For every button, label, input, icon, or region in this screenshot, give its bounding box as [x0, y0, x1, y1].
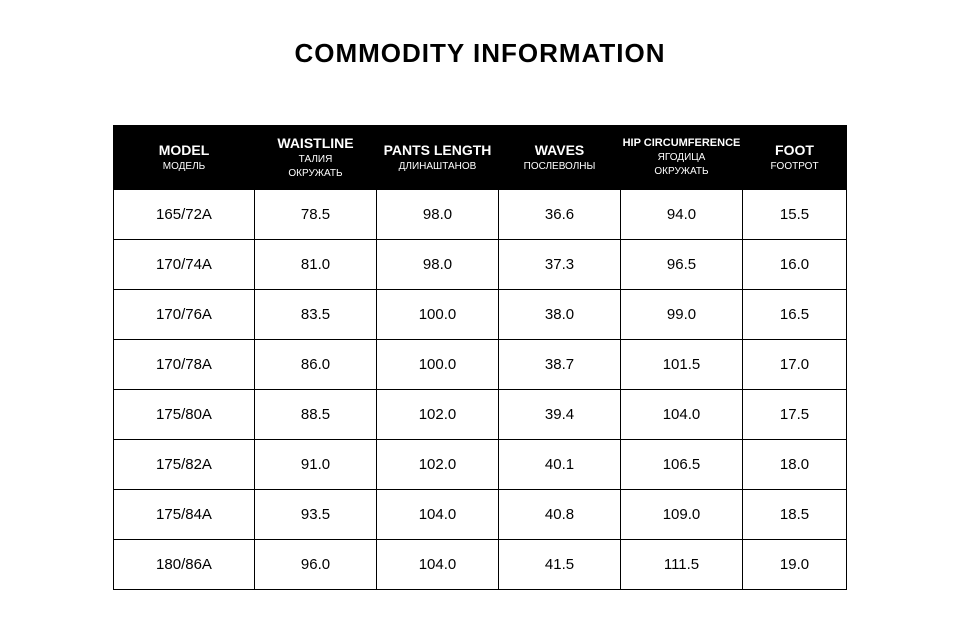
table-cell: 17.5: [743, 390, 847, 440]
page-title: COMMODITY INFORMATION: [294, 38, 665, 69]
table-cell: 170/74A: [114, 240, 255, 290]
table-cell: 91.0: [255, 440, 377, 490]
table-cell: 175/84A: [114, 490, 255, 540]
table-cell: 16.0: [743, 240, 847, 290]
col-header-pants-length: PANTS LENGTH ДЛИНАШТАНОВ: [377, 126, 499, 190]
table-cell: 38.7: [499, 340, 621, 390]
table-cell: 104.0: [377, 540, 499, 590]
table-row: 175/80A88.5102.039.4104.017.5: [114, 390, 847, 440]
table-cell: 96.5: [621, 240, 743, 290]
table-cell: 86.0: [255, 340, 377, 390]
table-header-row: MODEL МОДЕЛЬ WAISTLINE ТАЛИЯ ОКРУЖАТЬ PA…: [114, 126, 847, 190]
table-cell: 19.0: [743, 540, 847, 590]
table-cell: 83.5: [255, 290, 377, 340]
table-row: 170/76A83.5100.038.099.016.5: [114, 290, 847, 340]
table-cell: 175/80A: [114, 390, 255, 440]
table-row: 165/72A78.598.036.694.015.5: [114, 190, 847, 240]
table-cell: 41.5: [499, 540, 621, 590]
col-header-sub: ЯГОДИЦА: [621, 152, 742, 164]
col-header-sub2: ОКРУЖАТЬ: [255, 168, 376, 180]
table-cell: 180/86A: [114, 540, 255, 590]
col-header-sub: ПОСЛЕВОЛНЫ: [499, 161, 620, 173]
table-cell: 104.0: [377, 490, 499, 540]
table-row: 170/74A81.098.037.396.516.0: [114, 240, 847, 290]
table-cell: 101.5: [621, 340, 743, 390]
table-cell: 98.0: [377, 240, 499, 290]
table-cell: 111.5: [621, 540, 743, 590]
table-cell: 36.6: [499, 190, 621, 240]
table-cell: 102.0: [377, 390, 499, 440]
table-cell: 102.0: [377, 440, 499, 490]
table-row: 175/82A91.0102.040.1106.518.0: [114, 440, 847, 490]
table-cell: 94.0: [621, 190, 743, 240]
table-cell: 106.5: [621, 440, 743, 490]
table-cell: 99.0: [621, 290, 743, 340]
table-cell: 16.5: [743, 290, 847, 340]
table-cell: 40.8: [499, 490, 621, 540]
table-cell: 18.5: [743, 490, 847, 540]
table-cell: 165/72A: [114, 190, 255, 240]
col-header-sub: ДЛИНАШТАНОВ: [377, 161, 498, 173]
commodity-table: MODEL МОДЕЛЬ WAISTLINE ТАЛИЯ ОКРУЖАТЬ PA…: [113, 125, 847, 590]
table-cell: 93.5: [255, 490, 377, 540]
col-header-waistline: WAISTLINE ТАЛИЯ ОКРУЖАТЬ: [255, 126, 377, 190]
table-cell: 100.0: [377, 290, 499, 340]
col-header-main: WAVES: [499, 142, 620, 158]
table-body: 165/72A78.598.036.694.015.5170/74A81.098…: [114, 190, 847, 590]
col-header-sub: МОДЕЛЬ: [114, 161, 254, 173]
col-header-sub: FOOTРОТ: [743, 161, 846, 173]
col-header-waves: WAVES ПОСЛЕВОЛНЫ: [499, 126, 621, 190]
table-cell: 15.5: [743, 190, 847, 240]
table-cell: 88.5: [255, 390, 377, 440]
page: COMMODITY INFORMATION MODEL МОДЕЛЬ WAIST…: [0, 0, 960, 638]
table-cell: 170/78A: [114, 340, 255, 390]
col-header-main: MODEL: [114, 142, 254, 158]
col-header-main: HIP CIRCUMFERENCE: [621, 137, 742, 150]
col-header-sub: ТАЛИЯ: [255, 154, 376, 166]
table-row: 180/86A96.0104.041.5111.519.0: [114, 540, 847, 590]
table-row: 175/84A93.5104.040.8109.018.5: [114, 490, 847, 540]
table-cell: 37.3: [499, 240, 621, 290]
col-header-main: WAISTLINE: [255, 135, 376, 151]
table-cell: 38.0: [499, 290, 621, 340]
table-header: MODEL МОДЕЛЬ WAISTLINE ТАЛИЯ ОКРУЖАТЬ PA…: [114, 126, 847, 190]
col-header-foot: FOOT FOOTРОТ: [743, 126, 847, 190]
col-header-sub2: ОКРУЖАТЬ: [621, 166, 742, 178]
table-cell: 78.5: [255, 190, 377, 240]
table-cell: 98.0: [377, 190, 499, 240]
table-cell: 17.0: [743, 340, 847, 390]
col-header-model: MODEL МОДЕЛЬ: [114, 126, 255, 190]
table-cell: 170/76A: [114, 290, 255, 340]
table-cell: 100.0: [377, 340, 499, 390]
table-cell: 175/82A: [114, 440, 255, 490]
table-cell: 104.0: [621, 390, 743, 440]
col-header-main: FOOT: [743, 142, 846, 158]
table-cell: 81.0: [255, 240, 377, 290]
table-cell: 18.0: [743, 440, 847, 490]
col-header-main: PANTS LENGTH: [377, 142, 498, 158]
table-cell: 40.1: [499, 440, 621, 490]
table-cell: 39.4: [499, 390, 621, 440]
table-row: 170/78A86.0100.038.7101.517.0: [114, 340, 847, 390]
col-header-hip: HIP CIRCUMFERENCE ЯГОДИЦА ОКРУЖАТЬ: [621, 126, 743, 190]
table-cell: 109.0: [621, 490, 743, 540]
table-cell: 96.0: [255, 540, 377, 590]
